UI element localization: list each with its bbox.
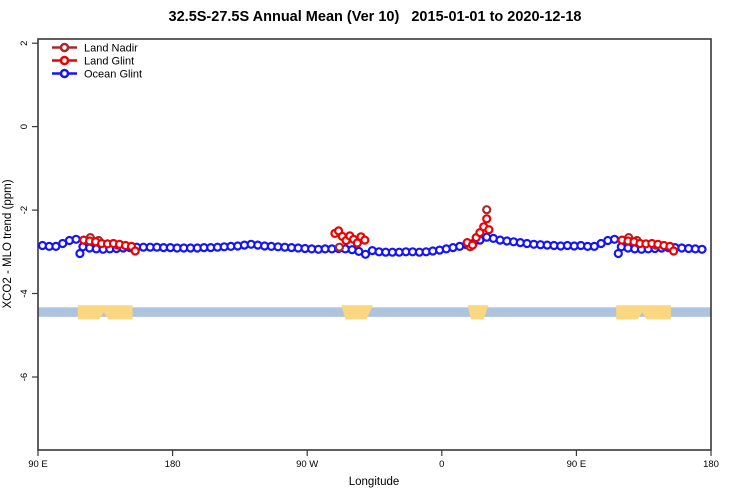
data-point	[334, 242, 344, 252]
legend-item-land-glint: Land Glint	[52, 55, 134, 67]
x-tick-label: 180	[703, 459, 719, 470]
land-patch-south-america	[341, 305, 373, 320]
x-tick-label: 90 W	[296, 459, 318, 470]
land-patch-australia-wrap	[616, 305, 671, 320]
legend-item-ocean-glint: Ocean Glint	[52, 68, 142, 80]
legend-label: Land Glint	[84, 55, 134, 67]
plot-frame	[37, 38, 712, 451]
data-point	[484, 225, 494, 235]
data-point	[130, 246, 140, 256]
series-land-glint	[78, 214, 679, 256]
x-tick-label: 180	[165, 459, 181, 470]
data-point	[697, 244, 707, 254]
data-point	[482, 205, 492, 215]
ocean-band	[38, 307, 711, 317]
x-tick-label: 90 E	[567, 459, 587, 470]
y-tick-label: 2	[19, 41, 30, 46]
legend-label: Land Nadir	[84, 42, 138, 54]
y-tick-label: 0	[19, 124, 30, 129]
y-tick-label: -4	[19, 289, 30, 297]
land-patch-south-africa	[467, 305, 489, 320]
land-ocean-bar	[38, 305, 711, 320]
chart-title: 32.5S-27.5S Annual Mean (Ver 10) 2015-01…	[169, 9, 582, 25]
x-axis-ticks: 90 E 180 90 W 0 90 E 180	[28, 450, 719, 470]
y-tick-label: -2	[19, 206, 30, 214]
data-point	[609, 234, 620, 244]
land-patch-australia	[77, 305, 133, 320]
x-tick-label: 90 E	[28, 459, 48, 470]
legend-marker-icon	[59, 42, 70, 53]
data-point	[482, 214, 492, 224]
y-tick-label: -6	[19, 373, 30, 381]
x-axis-title: Longitude	[349, 476, 400, 488]
y-axis-ticks: 2 0 -2 -4 -6	[19, 41, 38, 381]
data-point	[360, 249, 371, 259]
legend-marker-icon	[59, 68, 70, 79]
legend-label: Ocean Glint	[84, 68, 142, 80]
series-ocean-glint	[37, 232, 707, 259]
legend-marker-icon	[59, 55, 70, 66]
data-point	[71, 234, 81, 244]
axes: 90 E 180 90 W 0 90 E 180 2 0 -2 -4 -6	[19, 38, 719, 470]
data-point	[360, 235, 370, 245]
y-axis-title: XCO2 - MLO trend (ppm)	[2, 179, 14, 308]
data-point	[668, 246, 679, 256]
x-tick-label: 0	[439, 459, 444, 470]
data-point	[467, 240, 478, 250]
legend-item-land-nadir: Land Nadir	[52, 42, 138, 54]
plot-area	[37, 205, 707, 259]
